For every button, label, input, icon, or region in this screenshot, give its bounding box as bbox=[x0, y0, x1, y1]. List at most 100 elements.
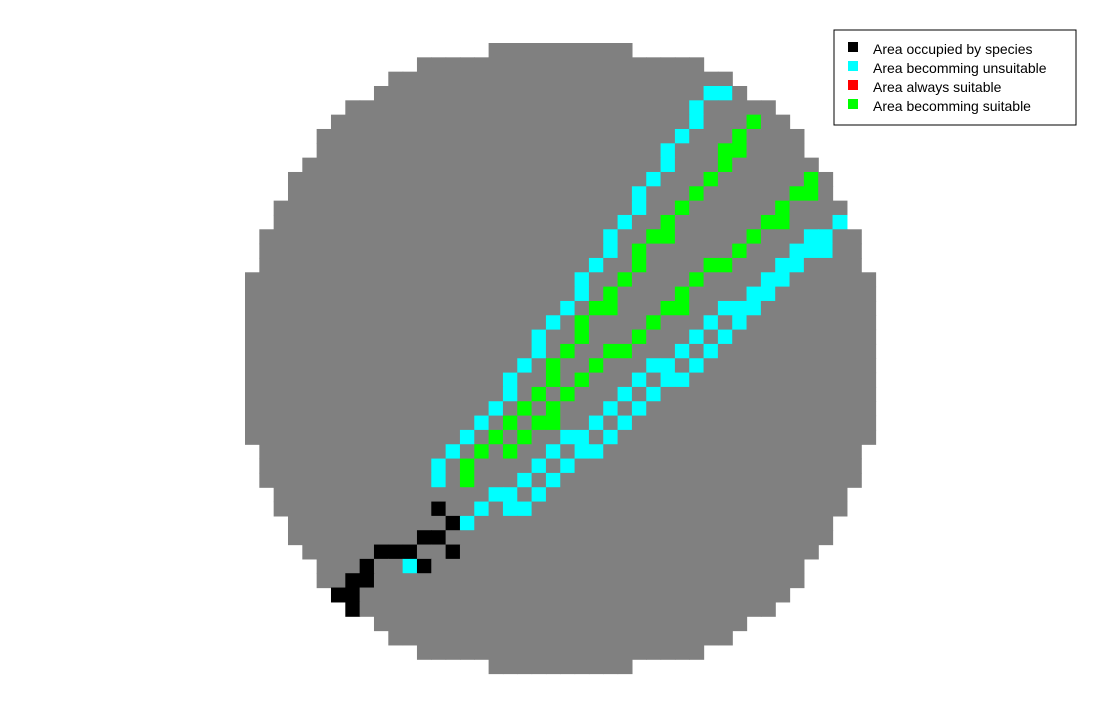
map-cell-background bbox=[474, 544, 490, 560]
map-cell-background bbox=[574, 257, 590, 273]
map-cell-background bbox=[373, 515, 389, 531]
map-cell-background bbox=[330, 315, 346, 331]
map-cell-background bbox=[359, 544, 375, 560]
map-cell-background bbox=[531, 601, 547, 617]
map-cell-background bbox=[674, 530, 690, 546]
map-cell-background bbox=[431, 286, 447, 302]
map-cell-background bbox=[287, 315, 303, 331]
map-cell-background bbox=[416, 515, 432, 531]
map-cell-background bbox=[603, 630, 619, 646]
map-cell-background bbox=[775, 143, 791, 159]
map-cell-background bbox=[588, 186, 604, 202]
map-cell-background bbox=[775, 343, 791, 359]
map-cell-background bbox=[545, 186, 561, 202]
map-cell-background bbox=[660, 644, 676, 660]
map-cell-background bbox=[517, 329, 533, 345]
map-cell-background bbox=[445, 343, 461, 359]
map-cell-background bbox=[717, 487, 733, 503]
map-cell-background bbox=[660, 286, 676, 302]
map-cell-background bbox=[674, 143, 690, 159]
map-cell-unsuitable bbox=[660, 143, 676, 159]
map-cell-background bbox=[373, 243, 389, 259]
map-cell-background bbox=[330, 386, 346, 402]
map-cell-background bbox=[574, 200, 590, 216]
map-cell-background bbox=[846, 358, 862, 374]
map-cell-background bbox=[402, 157, 418, 173]
map-cell-background bbox=[703, 200, 719, 216]
map-cell-background bbox=[359, 128, 375, 144]
map-cell-background bbox=[775, 358, 791, 374]
map-cell-background bbox=[703, 71, 719, 87]
map-cell-background bbox=[660, 444, 676, 460]
map-cell-background bbox=[431, 601, 447, 617]
map-cell-background bbox=[646, 530, 662, 546]
map-cell-background bbox=[373, 372, 389, 388]
map-cell-background bbox=[488, 501, 504, 517]
map-cell-background bbox=[717, 286, 733, 302]
map-cell-background bbox=[273, 458, 289, 474]
map-cell-background bbox=[416, 286, 432, 302]
map-cell-background bbox=[330, 286, 346, 302]
map-cell-background bbox=[588, 171, 604, 187]
map-cell-background bbox=[388, 114, 404, 130]
map-cell-background bbox=[674, 472, 690, 488]
map-cell-background bbox=[517, 71, 533, 87]
map-cell-background bbox=[646, 100, 662, 116]
map-cell-background bbox=[431, 85, 447, 101]
map-cell-background bbox=[302, 315, 318, 331]
map-cell-background bbox=[574, 214, 590, 230]
map-cell-suitable bbox=[631, 243, 647, 259]
legend: Area occupied by species Area becomming … bbox=[833, 29, 1077, 126]
map-cell-background bbox=[445, 214, 461, 230]
map-cell-background bbox=[402, 171, 418, 187]
map-cell-background bbox=[646, 85, 662, 101]
map-cell-suitable bbox=[660, 214, 676, 230]
map-cell-unsuitable bbox=[646, 358, 662, 374]
map-cell-unsuitable bbox=[588, 444, 604, 460]
map-cell-background bbox=[760, 143, 776, 159]
map-cell-background bbox=[846, 243, 862, 259]
map-cell-background bbox=[775, 415, 791, 431]
map-cell-background bbox=[717, 171, 733, 187]
map-cell-background bbox=[631, 601, 647, 617]
map-cell-background bbox=[760, 601, 776, 617]
map-cell-unsuitable bbox=[775, 272, 791, 288]
map-cell-background bbox=[732, 487, 748, 503]
map-cell-background bbox=[560, 229, 576, 245]
map-cell-background bbox=[302, 544, 318, 560]
map-cell-background bbox=[431, 100, 447, 116]
map-cell-background bbox=[416, 401, 432, 417]
map-cell-background bbox=[488, 186, 504, 202]
map-cell-unsuitable bbox=[603, 229, 619, 245]
map-cell-background bbox=[273, 214, 289, 230]
map-cell-background bbox=[717, 573, 733, 589]
map-cell-background bbox=[646, 128, 662, 144]
map-cell-background bbox=[717, 515, 733, 531]
map-cell-background bbox=[373, 487, 389, 503]
map-cell-background bbox=[818, 429, 834, 445]
map-cell-background bbox=[861, 429, 877, 445]
map-cell-background bbox=[502, 171, 518, 187]
map-cell-unsuitable bbox=[818, 243, 834, 259]
map-cell-background bbox=[531, 128, 547, 144]
map-cell-background bbox=[287, 401, 303, 417]
map-cell-background bbox=[316, 272, 332, 288]
map-cell-background bbox=[789, 558, 805, 574]
map-cell-unsuitable bbox=[603, 243, 619, 259]
map-cell-background bbox=[617, 157, 633, 173]
map-cell-background bbox=[517, 114, 533, 130]
map-cell-background bbox=[846, 329, 862, 345]
map-cell-background bbox=[803, 530, 819, 546]
map-cell-background bbox=[861, 329, 877, 345]
map-cell-unsuitable bbox=[459, 515, 475, 531]
map-cell-background bbox=[474, 243, 490, 259]
map-cell-background bbox=[775, 171, 791, 187]
map-cell-background bbox=[717, 358, 733, 374]
map-cell-background bbox=[603, 157, 619, 173]
map-cell-background bbox=[517, 444, 533, 460]
map-cell-background bbox=[517, 659, 533, 675]
map-cell-background bbox=[474, 272, 490, 288]
map-cell-background bbox=[517, 487, 533, 503]
map-cell-background bbox=[531, 286, 547, 302]
map-cell-background bbox=[717, 530, 733, 546]
